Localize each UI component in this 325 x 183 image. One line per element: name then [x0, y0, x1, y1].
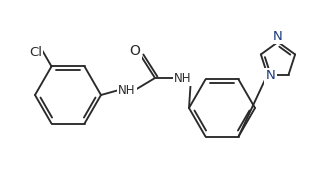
- Text: O: O: [130, 44, 140, 58]
- Text: N: N: [266, 69, 275, 82]
- Text: N: N: [273, 29, 283, 42]
- Text: NH: NH: [174, 72, 192, 85]
- Text: Cl: Cl: [29, 46, 42, 59]
- Text: NH: NH: [118, 83, 136, 96]
